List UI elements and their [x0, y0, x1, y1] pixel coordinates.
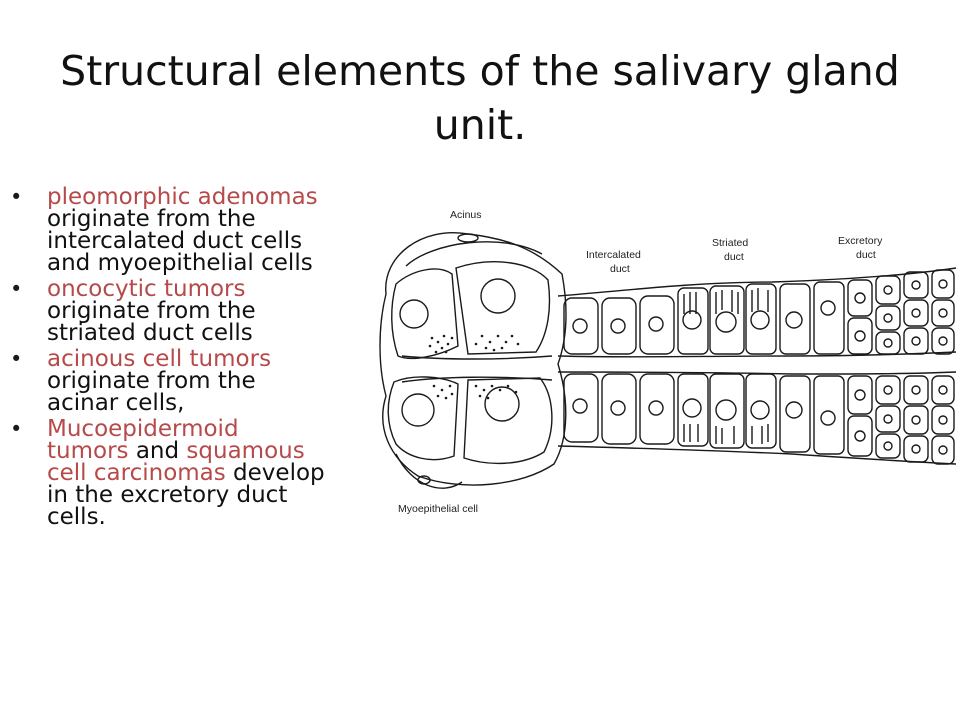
- label-intercalated-line2: duct: [610, 263, 630, 275]
- bullet-highlight: oncocytic tumors: [47, 276, 246, 302]
- acinar-cell: [391, 268, 459, 360]
- striated-duct-cells: [677, 283, 777, 449]
- acinar-cell: [455, 261, 551, 355]
- bullet-oncocytic: • oncocytic tumors originate from the st…: [10, 276, 390, 346]
- bullet-line: acinar cells,: [47, 390, 185, 416]
- bullet-line: cells.: [47, 504, 106, 530]
- bullet-line: intercalated duct cells: [47, 228, 303, 254]
- duct-lumen-bottom: [557, 371, 957, 375]
- label-striated-line2: duct: [724, 251, 744, 263]
- acinar-nucleus: [480, 278, 516, 314]
- myoepithelial-nucleus: [457, 233, 479, 243]
- duct-lumen-top: [557, 351, 957, 358]
- bullet-acinous: • acinous cell tumors originate from the…: [10, 346, 390, 416]
- bullet-line: originate from the: [47, 368, 256, 394]
- label-striated-line1: Striated: [712, 237, 748, 249]
- duct-lower-wall: [557, 445, 957, 465]
- bullet-dot-icon: •: [10, 277, 23, 301]
- label-acinus: Acinus: [450, 209, 482, 221]
- secretory-granules: [428, 334, 520, 400]
- myoepithelial-nucleus: [417, 475, 431, 485]
- bullet-line: striated duct cells: [47, 320, 253, 346]
- label-excretory-line2: duct: [856, 249, 876, 261]
- label-excretory-line1: Excretory: [838, 235, 883, 247]
- bullet-dot-icon: •: [10, 185, 23, 209]
- acinar-nucleus: [399, 299, 429, 329]
- bullet-list: • pleomorphic adenomas originate from th…: [10, 186, 390, 532]
- bullet-highlight: pleomorphic adenomas: [47, 184, 318, 210]
- bullet-text: and: [128, 438, 187, 464]
- bullet-highlight: squamous: [186, 438, 305, 464]
- bullet-dot-icon: •: [10, 417, 23, 441]
- bullet-line: originate from the: [47, 206, 256, 232]
- acinar-cell: [387, 376, 459, 461]
- acinar-nucleus: [401, 393, 435, 427]
- bullet-line: in the excretory duct: [47, 482, 288, 508]
- bullet-mucoepidermoid: • Mucoepidermoid tumors and squamous cel…: [10, 416, 390, 530]
- excretory-duct-cells: [779, 269, 955, 465]
- bullet-dot-icon: •: [10, 347, 23, 371]
- bullet-highlight: cell carcinomas: [47, 460, 226, 486]
- bullet-text: develop: [225, 460, 325, 486]
- myoepithelial-cap-bottom: [395, 453, 463, 489]
- bullet-highlight: acinous cell tumors: [47, 346, 272, 372]
- lumen: [401, 355, 553, 383]
- label-myoepithelial: Myoepithelial cell: [398, 503, 478, 515]
- salivary-gland-diagram: Acinus Intercalated duct Striated duct E…: [379, 209, 957, 515]
- label-intercalated-line1: Intercalated: [586, 249, 641, 261]
- bullet-line: and myoepithelial cells: [47, 250, 313, 276]
- bullet-pleomorphic: • pleomorphic adenomas originate from th…: [10, 184, 390, 276]
- slide-title: Structural elements of the salivary glan…: [60, 47, 900, 149]
- acinar-cell: [463, 377, 553, 465]
- duct-upper-wall: [557, 267, 957, 297]
- intercalated-duct-cells: [563, 295, 675, 445]
- bullet-highlight: tumors: [47, 438, 129, 464]
- bullet-highlight: Mucoepidermoid: [47, 416, 239, 442]
- acinar-nucleus: [484, 386, 520, 422]
- bullet-line: originate from the: [47, 298, 256, 324]
- myoepithelial-cap-top: [405, 241, 543, 267]
